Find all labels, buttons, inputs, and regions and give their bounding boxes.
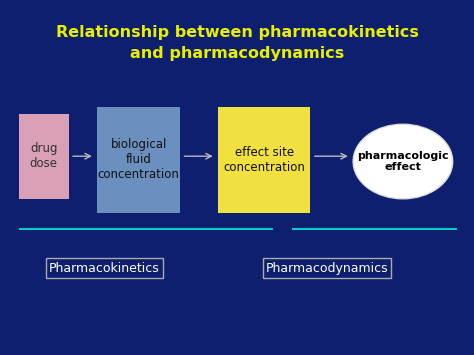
Text: Pharmacodynamics: Pharmacodynamics bbox=[266, 262, 388, 274]
Circle shape bbox=[353, 124, 453, 199]
Text: biological
fluid
concentration: biological fluid concentration bbox=[98, 138, 180, 181]
FancyBboxPatch shape bbox=[19, 114, 69, 199]
Text: pharmacologic
effect: pharmacologic effect bbox=[357, 151, 449, 172]
FancyBboxPatch shape bbox=[97, 106, 180, 213]
FancyBboxPatch shape bbox=[218, 106, 310, 213]
Text: Pharmacokinetics: Pharmacokinetics bbox=[49, 262, 160, 274]
Text: Relationship between pharmacokinetics
and pharmacodynamics: Relationship between pharmacokinetics an… bbox=[55, 24, 419, 61]
Text: drug
dose: drug dose bbox=[30, 142, 58, 170]
Text: effect site
concentration: effect site concentration bbox=[223, 146, 305, 174]
